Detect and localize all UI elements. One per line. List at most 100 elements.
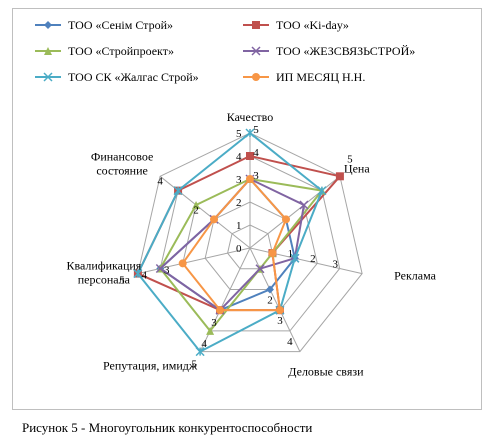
series-1-point [265,285,274,294]
legend-swatch-marker [44,21,52,29]
data-label-деловые-связи: 3 [277,315,283,327]
data-label-реклама: 3 [333,258,339,270]
grid-spoke-4 [249,247,301,352]
category-label-реклама: Реклама [394,269,436,283]
radial-tick-label: 1 [236,220,242,232]
legend-swatch [35,72,61,82]
series-line-4 [158,177,306,312]
radial-tick-label: 3 [236,174,242,186]
legend-label: ТОО «ЖЕЗСВЯЗЬСТРОЙ» [276,43,416,58]
data-label-деловые-связи: 4 [287,336,293,348]
series-line-3 [159,177,324,333]
series-1-point-marker [265,285,274,294]
series-6-point [246,175,254,183]
legend-swatch-marker [251,46,261,56]
series-4-point [255,264,265,274]
series-2-point [246,152,254,160]
category-label-квалификация-персонала: Квалификация [66,259,141,273]
series-6-point [210,215,219,224]
category-label-репутация-имидж: Репутация, имидж [103,359,198,373]
series-4-point [299,200,309,210]
legend-swatch [243,73,269,81]
series-5-point [173,186,183,196]
data-label-репутация-имидж: 3 [211,317,217,329]
data-label-реклама: 1 [288,248,294,260]
data-label-квалификация-персонала: 4 [142,269,148,281]
chart-legend: ТОО «Сенім Строй» ТОО «Ki-day» ТОО «Стройп… [34,16,454,106]
series-6-point [275,306,284,315]
legend-item-6: ИП МЕСЯЦ Н.Н. [242,68,365,86]
legend-swatch-marker [252,73,260,81]
data-label-качество: 3 [253,170,259,182]
legend-swatch [35,21,61,29]
series-line-5 [136,131,324,353]
series-6-point-marker [216,306,225,315]
data-label-репутация-имидж: 4 [201,338,207,350]
series-6-point-marker [275,306,284,315]
radial-tick-label: 0 [236,243,242,255]
data-label-цена: 5 [347,153,353,165]
data-label-репутация-имидж: 5 [191,359,197,371]
series-6-point-marker [268,249,277,258]
data-label-квалификация-персонала: 3 [164,264,170,276]
legend-label: ТОО «Стройпроект» [68,43,174,58]
grid-ring-5 [137,132,363,353]
radial-tick-label: 2 [236,197,242,209]
legend-swatch-marker [252,21,260,29]
data-label-качество: 4 [253,147,259,159]
series-4-point-marker [155,263,165,274]
series-5-point [245,128,255,138]
legend-item-3: ТОО «Стройпроект» [34,42,174,60]
grid-ring-1 [227,224,273,270]
series-4-point-marker [255,264,265,274]
series-6-point-marker [210,215,219,224]
category-label-финансовое-состояние: состояние [96,163,148,177]
series-5-point [317,186,327,196]
series-5-point [290,253,300,263]
grid-spoke-6 [137,247,251,275]
data-label-реклама: 2 [310,253,316,265]
category-label-квалификация-персонала: персонала [78,273,131,287]
series-3-point [206,326,215,335]
category-label-цена: Цена [344,161,370,175]
legend-item-2: ТОО «Ki-day» [242,16,349,34]
series-6-point [178,259,187,268]
series-4-point [155,263,165,274]
series-line-6 [181,177,288,312]
series-6-point [268,249,277,258]
series-line-1 [158,177,296,312]
legend-swatch-marker [43,72,53,82]
series-2-point-marker [246,152,254,160]
legend-label: ТОО «Сенім Строй» [68,17,173,32]
series-6-point-marker [281,215,290,224]
legend-label: ТОО СК «Жалгас Строй» [68,69,199,84]
series-6-point [216,306,225,315]
series-4-point-marker [299,200,309,210]
data-label-квалификация-персонала: 5 [119,275,125,287]
series-2-point [335,172,344,181]
legend-label: ТОО «Ki-day» [276,17,349,32]
series-5-point [133,269,143,279]
series-6-point-marker [178,259,187,268]
data-label-финансовое-состояние: 4 [157,176,163,188]
grid-ring-4 [159,155,341,332]
data-label-качество: 5 [253,124,259,136]
data-label-деловые-связи: 2 [267,294,273,306]
figure-caption: Рисунок 5 - Многоугольник конкурентоспос… [22,420,313,435]
series-6-point-marker [246,175,254,183]
radial-tick-label: 5 [236,128,242,140]
chart-frame [12,8,482,410]
legend-swatch [35,47,61,55]
legend-item-4: ТОО «ЖЕЗСВЯЗЬСТРОЙ» [242,42,415,60]
series-5-point [195,347,205,357]
category-label-качество: Качество [227,110,274,124]
legend-swatch-marker [44,47,52,55]
series-2-point-marker [335,172,344,181]
category-label-финансовое-состояние: Финансовое [91,149,153,163]
legend-item-5: ТОО СК «Жалгас Строй» [34,68,199,86]
series-3-point-marker [206,326,215,335]
series-3-point [192,200,201,209]
category-label-деловые-связи: Деловые связи [288,365,364,379]
series-6-point [281,215,290,224]
